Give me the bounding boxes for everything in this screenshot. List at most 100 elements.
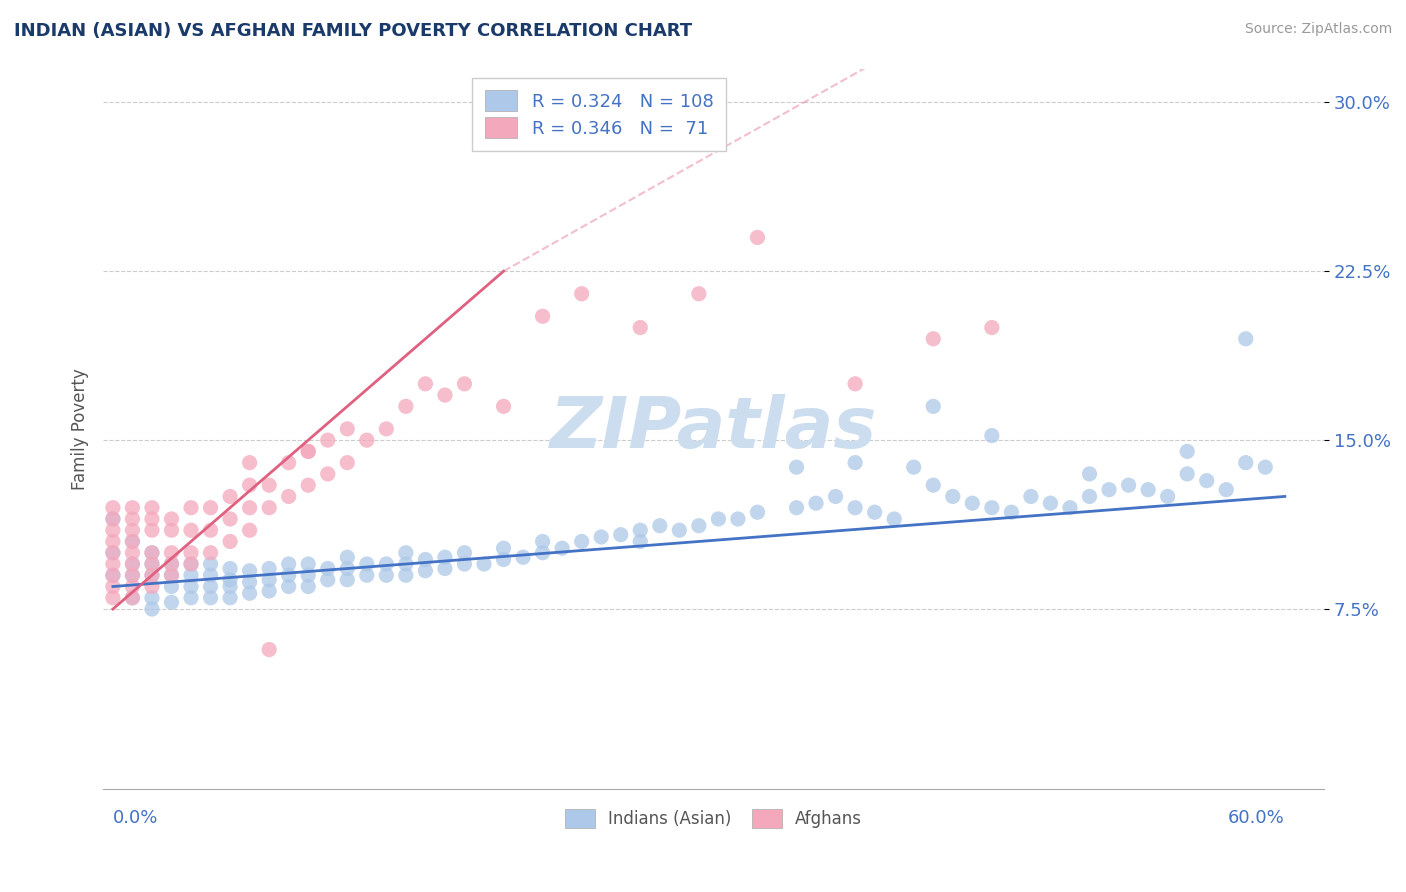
Point: [1234, 332, 1257, 346]
Point: [121, 534, 143, 549]
Point: [453, 557, 475, 571]
Point: [160, 580, 183, 594]
Point: [141, 500, 163, 515]
Point: [336, 561, 359, 575]
Point: [668, 523, 690, 537]
Point: [453, 376, 475, 391]
Point: [1098, 483, 1121, 497]
Point: [277, 580, 299, 594]
Point: [1118, 478, 1140, 492]
Point: [571, 534, 593, 549]
Point: [591, 530, 613, 544]
Point: [492, 400, 515, 414]
Point: [219, 573, 242, 587]
Point: [433, 550, 456, 565]
Point: [942, 490, 965, 504]
Point: [1234, 456, 1257, 470]
Point: [375, 568, 398, 582]
Text: ZIPatlas: ZIPatlas: [550, 394, 877, 463]
Point: [804, 496, 827, 510]
Point: [316, 433, 339, 447]
Point: [415, 552, 437, 566]
Point: [257, 561, 280, 575]
Point: [121, 591, 143, 605]
Point: [1078, 490, 1101, 504]
Text: Source: ZipAtlas.com: Source: ZipAtlas.com: [1244, 22, 1392, 37]
Point: [101, 557, 124, 571]
Point: [844, 376, 866, 391]
Point: [980, 428, 1002, 442]
Point: [141, 568, 163, 582]
Point: [277, 490, 299, 504]
Point: [395, 557, 418, 571]
Point: [415, 376, 437, 391]
Point: [239, 564, 262, 578]
Point: [239, 523, 262, 537]
Point: [648, 518, 671, 533]
Point: [160, 568, 183, 582]
Point: [922, 478, 945, 492]
Point: [1019, 490, 1042, 504]
Point: [141, 580, 163, 594]
Point: [297, 557, 319, 571]
Point: [141, 512, 163, 526]
Point: [257, 573, 280, 587]
Point: [492, 552, 515, 566]
Point: [141, 602, 163, 616]
Point: [863, 505, 886, 519]
Point: [1215, 483, 1237, 497]
Point: [375, 422, 398, 436]
Point: [727, 512, 749, 526]
Point: [200, 591, 222, 605]
Point: [609, 527, 631, 541]
Point: [101, 512, 124, 526]
Point: [316, 467, 339, 481]
Text: 60.0%: 60.0%: [1227, 809, 1285, 828]
Point: [1000, 505, 1022, 519]
Point: [219, 591, 242, 605]
Point: [141, 546, 163, 560]
Point: [101, 591, 124, 605]
Point: [121, 557, 143, 571]
Point: [121, 523, 143, 537]
Point: [786, 500, 808, 515]
Point: [844, 456, 866, 470]
Point: [531, 310, 554, 324]
Point: [200, 580, 222, 594]
Point: [356, 568, 378, 582]
Point: [180, 557, 202, 571]
Point: [219, 512, 242, 526]
Point: [239, 586, 262, 600]
Point: [121, 591, 143, 605]
Point: [356, 557, 378, 571]
Point: [316, 573, 339, 587]
Point: [336, 573, 359, 587]
Point: [180, 557, 202, 571]
Point: [707, 512, 730, 526]
Point: [141, 568, 163, 582]
Point: [453, 546, 475, 560]
Point: [141, 523, 163, 537]
Point: [395, 546, 418, 560]
Point: [375, 557, 398, 571]
Point: [1175, 444, 1198, 458]
Point: [200, 523, 222, 537]
Point: [160, 557, 183, 571]
Point: [922, 332, 945, 346]
Point: [219, 580, 242, 594]
Point: [336, 550, 359, 565]
Point: [277, 557, 299, 571]
Point: [492, 541, 515, 556]
Point: [336, 456, 359, 470]
Point: [101, 500, 124, 515]
Point: [297, 478, 319, 492]
Point: [141, 557, 163, 571]
Point: [747, 230, 769, 244]
Point: [200, 557, 222, 571]
Point: [101, 568, 124, 582]
Point: [824, 490, 846, 504]
Point: [980, 320, 1002, 334]
Point: [257, 584, 280, 599]
Point: [277, 568, 299, 582]
Point: [121, 580, 143, 594]
